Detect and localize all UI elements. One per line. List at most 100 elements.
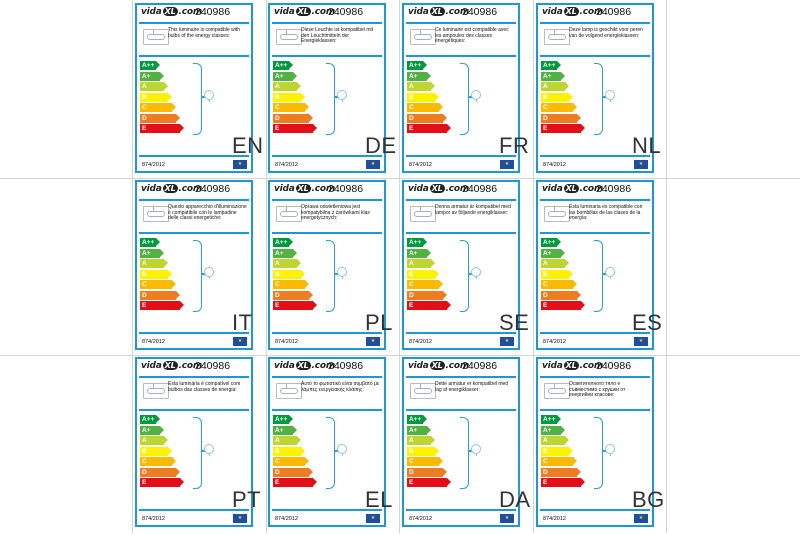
- regulation-number: 874/2012: [543, 162, 566, 168]
- energy-class-letter: E: [275, 479, 280, 486]
- energy-class-letter: A+: [142, 72, 151, 80]
- top-separator: [272, 22, 382, 24]
- energy-class-letter: A++: [543, 62, 556, 69]
- product-code: 240986: [462, 360, 498, 372]
- energy-class-bar: A++: [140, 61, 160, 70]
- energy-class-letter: C: [409, 281, 414, 288]
- energy-class-letter: E: [142, 302, 147, 309]
- luminaire-icon: [143, 29, 169, 45]
- product-code: 240986: [596, 6, 632, 18]
- luminaire-icon: [276, 29, 302, 45]
- grid-divider: [266, 0, 267, 533]
- bracket-tick: [201, 96, 205, 98]
- bracket-tick: [334, 450, 338, 452]
- energy-class-bar: A+: [541, 248, 565, 258]
- energy-label-card: vida XL .com 240986 This luminaire is comp…: [135, 3, 253, 173]
- energy-class-letter: A++: [409, 62, 422, 69]
- compatibility-text: Diese Leuchte ist kompatibel mit den Leu…: [301, 27, 373, 45]
- energy-label-el: vida XL .com 240986 Αυτό το φωτιστικό είνα…: [268, 357, 468, 535]
- energy-class-bar: B: [407, 446, 439, 456]
- energy-class-letter: A: [275, 437, 280, 444]
- energy-label-se: vida XL .com 240986 Denna armatur är kompa…: [402, 180, 602, 358]
- energy-label-card: vida XL .com 240986 Осветителното тяло е с…: [536, 357, 654, 527]
- energy-class-letter: A: [142, 437, 147, 444]
- energy-class-bar: A+: [407, 71, 431, 81]
- bulb-icon: [204, 444, 214, 456]
- eu-flag-icon: ★: [233, 337, 247, 346]
- energy-label-card: vida XL .com 240986 Esta luminária é compa…: [135, 357, 253, 527]
- energy-label-pt: vida XL .com 240986 Esta luminária é compa…: [135, 357, 335, 535]
- class-range-bracket: [326, 63, 335, 135]
- mid-separator: [540, 232, 650, 234]
- energy-class-bar: A++: [273, 238, 293, 247]
- bracket-tick: [468, 273, 472, 275]
- energy-class-letter: E: [275, 125, 280, 132]
- energy-scale: A++ A+ A B C D E: [541, 415, 585, 489]
- luminaire-icon: [410, 29, 436, 45]
- energy-class-letter: A++: [275, 239, 288, 246]
- energy-class-bar: D: [407, 113, 447, 123]
- product-code: 240986: [462, 183, 498, 195]
- energy-scale: A++ A+ A B C D E: [273, 238, 317, 312]
- energy-class-bar: A++: [541, 415, 561, 424]
- bracket-tick: [602, 96, 606, 98]
- bottom-separator: [139, 332, 249, 334]
- energy-class-letter: C: [275, 281, 280, 288]
- energy-class-letter: A+: [543, 249, 552, 257]
- eu-flag-icon: ★: [634, 160, 648, 169]
- energy-class-bar: A: [140, 436, 168, 445]
- energy-class-letter: B: [543, 447, 548, 455]
- energy-scale: A++ A+ A B C D E: [541, 238, 585, 312]
- mid-separator: [540, 55, 650, 57]
- product-code: 240986: [195, 183, 231, 195]
- vidaxl-logo: vida XL .com: [408, 361, 470, 371]
- bottom-separator: [540, 509, 650, 511]
- energy-class-bar: A++: [407, 61, 427, 70]
- compatibility-text: Esta luminária é compatível com bulbos d…: [168, 381, 241, 393]
- bulb-icon: [471, 444, 481, 456]
- product-code: 240986: [328, 360, 364, 372]
- compatibility-text: Questo apparecchio d'illuminazione è com…: [168, 204, 247, 222]
- energy-class-bar: C: [273, 280, 309, 289]
- energy-class-letter: D: [409, 468, 414, 476]
- energy-label-card: vida XL .com 240986 Esta luminaria es comp…: [536, 180, 654, 350]
- bottom-separator: [139, 509, 249, 511]
- energy-class-bar: C: [541, 103, 577, 112]
- vidaxl-logo: vida XL .com: [542, 184, 604, 194]
- energy-class-letter: A++: [409, 416, 422, 423]
- bottom-separator: [540, 155, 650, 157]
- grid-divider: [399, 0, 400, 533]
- grid-divider: [0, 355, 800, 356]
- energy-label-card: vida XL .com 240986 Αυτό το φωτιστικό είνα…: [268, 357, 386, 527]
- class-range-bracket: [326, 240, 335, 312]
- energy-class-letter: A: [409, 83, 414, 90]
- energy-class-bar: D: [140, 467, 180, 477]
- energy-class-letter: D: [275, 468, 280, 476]
- language-code: FR: [499, 133, 530, 158]
- energy-label-card: vida XL .com 240986 Ce luminaire est compa…: [402, 3, 520, 173]
- vidaxl-logo: vida XL .com: [274, 184, 336, 194]
- class-range-bracket: [594, 63, 603, 135]
- energy-class-bar: B: [541, 269, 573, 279]
- energy-class-letter: A: [409, 260, 414, 267]
- energy-class-bar: B: [407, 269, 439, 279]
- language-code: SE: [499, 310, 530, 335]
- energy-class-bar: B: [273, 92, 305, 102]
- energy-class-letter: A+: [142, 426, 151, 434]
- vidaxl-logo: vida XL .com: [141, 184, 203, 194]
- luminaire-icon: [544, 383, 570, 399]
- language-code: DA: [499, 487, 531, 512]
- eu-flag-icon: ★: [500, 337, 514, 346]
- energy-scale: A++ A+ A B C D E: [140, 61, 184, 135]
- energy-class-bar: E: [407, 124, 451, 133]
- bulb-icon: [204, 267, 214, 279]
- energy-class-bar: E: [407, 478, 451, 487]
- energy-class-letter: E: [543, 125, 548, 132]
- bottom-separator: [139, 155, 249, 157]
- energy-class-letter: B: [142, 270, 147, 278]
- class-range-bracket: [460, 417, 469, 489]
- luminaire-icon: [143, 206, 169, 222]
- bottom-separator: [272, 332, 382, 334]
- bracket-tick: [602, 273, 606, 275]
